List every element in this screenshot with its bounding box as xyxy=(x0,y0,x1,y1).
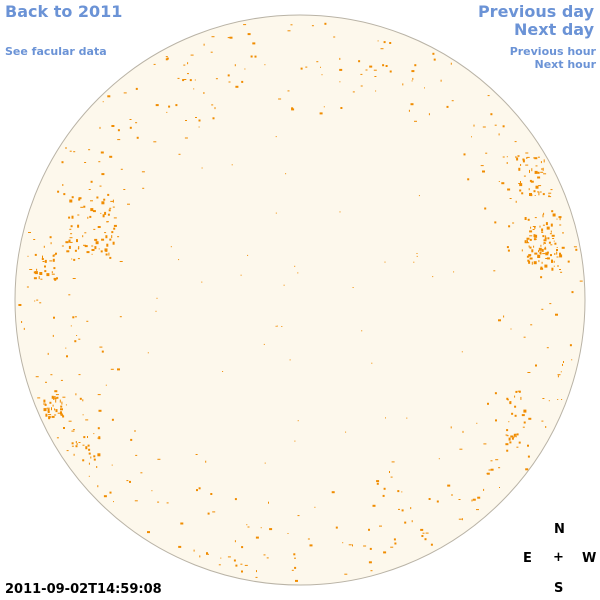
compass-north-label: N xyxy=(554,522,565,537)
solar-disk xyxy=(14,14,586,586)
see-facular-data-link[interactable]: See facular data xyxy=(5,45,107,58)
next-hour-link[interactable]: Next hour xyxy=(534,58,597,71)
compass-east-label: E xyxy=(523,551,532,566)
observation-timestamp: 2011-09-02T14:59:08 xyxy=(5,582,162,597)
compass-center-mark: + xyxy=(553,550,564,565)
back-to-year-link[interactable]: Back to 2011 xyxy=(5,2,123,21)
faculae-markers xyxy=(18,22,583,582)
compass-south-label: S xyxy=(554,581,564,596)
compass-west-label: W xyxy=(582,551,597,566)
previous-day-link[interactable]: Previous day xyxy=(477,2,594,21)
previous-hour-link[interactable]: Previous hour xyxy=(509,45,596,58)
next-day-link[interactable]: Next day xyxy=(514,20,594,39)
